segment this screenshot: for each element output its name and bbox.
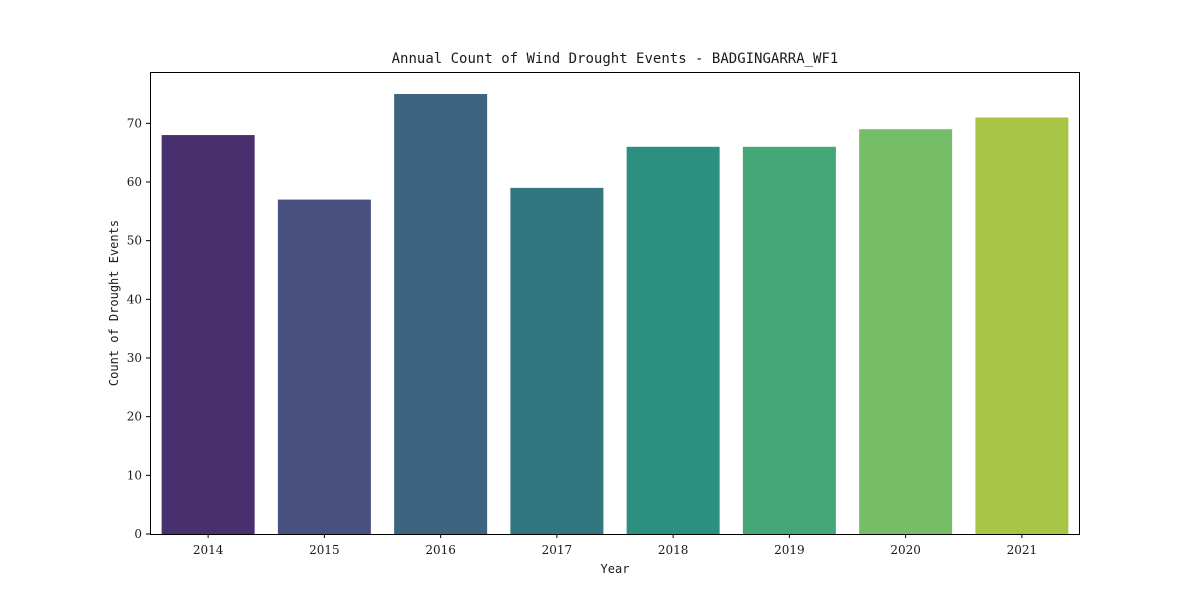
bar-2019 xyxy=(742,146,836,535)
x-axis-ticks: 2014 2015 2016 2017 2018 2019 2020 2021 xyxy=(193,534,1037,557)
x-tick-label: 2017 xyxy=(542,543,573,557)
bar-2018 xyxy=(626,146,720,535)
x-tick-label: 2018 xyxy=(658,543,689,557)
bar-2014 xyxy=(161,135,255,534)
plot-frame xyxy=(150,72,1080,535)
y-tick-label: 40 xyxy=(127,292,142,306)
bar-2017 xyxy=(510,187,604,534)
y-tick-label: 10 xyxy=(127,468,142,482)
chart-title: Annual Count of Wind Drought Events - BA… xyxy=(392,51,839,67)
bar-2016 xyxy=(394,94,488,534)
y-axis-label: Count of Drought Events xyxy=(107,220,121,386)
y-tick-label: 30 xyxy=(127,351,142,365)
y-tick-label: 50 xyxy=(127,234,142,248)
y-tick-label: 60 xyxy=(127,175,142,189)
x-axis-label: Year xyxy=(601,562,630,576)
bar-2020 xyxy=(859,129,953,534)
x-tick-label: 2014 xyxy=(193,543,224,557)
x-tick-label: 2020 xyxy=(890,543,921,557)
bar-2015 xyxy=(277,199,371,534)
y-tick-label: 70 xyxy=(127,116,142,130)
x-tick-label: 2021 xyxy=(1007,543,1038,557)
bars-group xyxy=(161,94,1069,535)
y-axis-ticks: 0 10 20 30 40 50 60 70 xyxy=(127,116,150,541)
x-tick-label: 2015 xyxy=(309,543,340,557)
bar-2021 xyxy=(975,117,1069,534)
x-tick-label: 2016 xyxy=(425,543,456,557)
y-tick-label: 20 xyxy=(127,410,142,424)
y-tick-label: 0 xyxy=(134,527,142,541)
x-tick-label: 2019 xyxy=(774,543,805,557)
